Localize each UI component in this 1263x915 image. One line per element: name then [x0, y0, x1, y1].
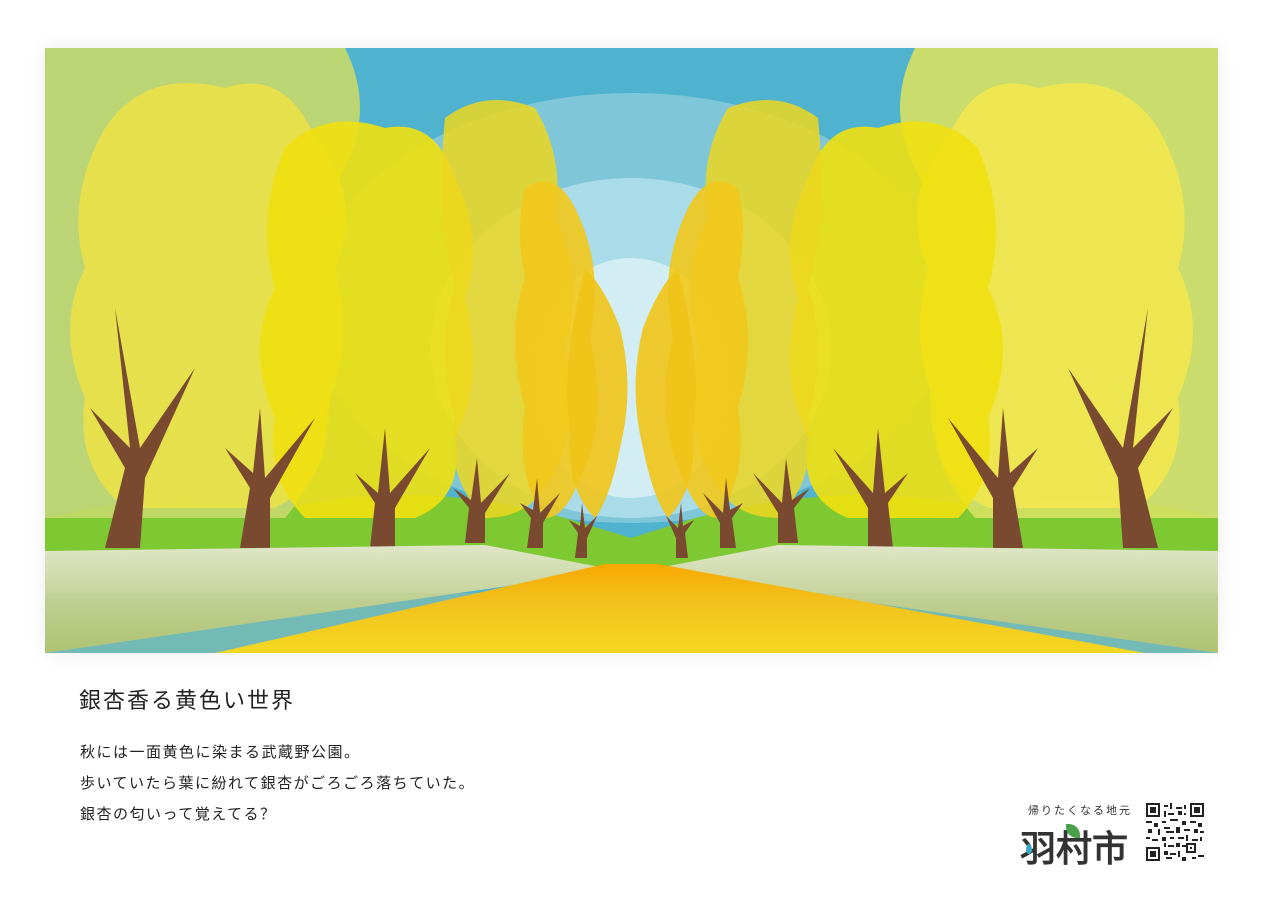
- body-line: 歩いていたら葉に紛れて銀杏がごろごろ落ちていた。: [80, 774, 476, 792]
- qr-code[interactable]: [1146, 803, 1204, 861]
- poster-title: 銀杏香る黄色い世界: [79, 689, 296, 714]
- water-drop-icon: [1026, 844, 1032, 854]
- ginkgo-avenue-illustration: [45, 48, 1218, 653]
- body-line: 秋には一面黄色に染まる武蔵野公園。: [80, 743, 361, 761]
- ground-left: [45, 545, 631, 653]
- body-line: 銀杏の匂いって覚えてる？: [80, 805, 277, 823]
- ginkgo-leaf-path: [215, 564, 1145, 653]
- ginkgo-trees-left: [70, 83, 628, 519]
- logo-tagline: 帰りたくなる地元: [1028, 804, 1132, 817]
- ginkgo-trees-right: [635, 83, 1193, 519]
- tree-trunks: [90, 308, 1173, 558]
- hamura-city-logo: 帰りたくなる地元 羽村市: [1020, 802, 1140, 870]
- poster-body: 秋には一面黄色に染まる武蔵野公園。 歩いていたら葉に紛れて銀杏がごろごろ落ちてい…: [80, 737, 475, 830]
- ground-right: [631, 545, 1218, 653]
- leaf-icon: [1066, 824, 1080, 838]
